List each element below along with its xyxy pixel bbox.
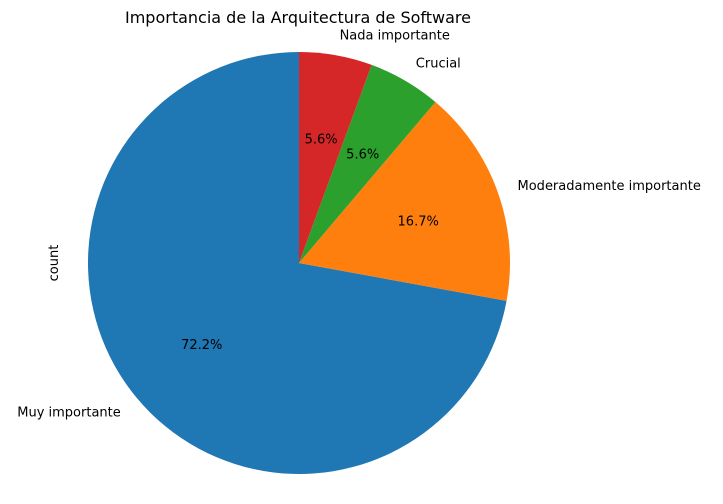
slice-percent-3: 5.6% <box>305 132 338 147</box>
chart-title: Importancia de la Arquitectura de Softwa… <box>125 8 471 27</box>
y-axis-label: count <box>47 245 62 282</box>
slice-label-0: Muy importante <box>17 406 121 421</box>
pie-labels: Muy importante 72.2% Moderadamente importa… <box>17 28 701 420</box>
slice-label-1: Moderadamente importante <box>518 179 701 194</box>
pie-slice-2 <box>299 64 436 263</box>
slice-percent-0: 72.2% <box>181 338 222 353</box>
pie-slice-0 <box>87 52 507 474</box>
slice-percent-2: 5.6% <box>346 148 379 163</box>
pie-slice-3 <box>299 52 372 263</box>
slice-label-2: Crucial <box>416 56 461 71</box>
slice-percent-1: 16.7% <box>398 214 439 229</box>
pie-slice-1 <box>299 102 511 301</box>
slice-label-3: Nada importante <box>340 28 450 43</box>
pie-slices <box>87 52 511 474</box>
